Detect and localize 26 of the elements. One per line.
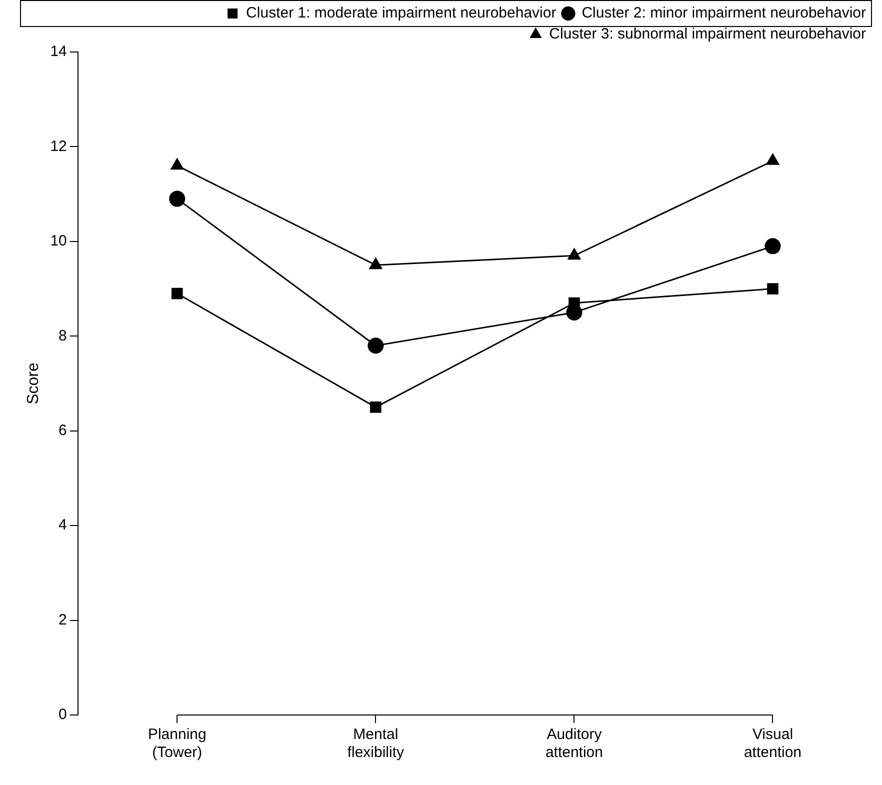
point (567, 248, 582, 260)
point (766, 152, 780, 165)
point (370, 402, 382, 413)
y-tick-label: 10 (50, 232, 67, 250)
y-tick-label: 6 (58, 422, 67, 439)
legend-label: Cluster 3: subnormal impairment neurobehavior (549, 26, 866, 43)
point (170, 158, 184, 170)
point (767, 283, 778, 294)
y-tick-label: 12 (50, 138, 67, 155)
y-tick-label: 8 (58, 327, 67, 344)
point (368, 338, 384, 354)
y-tick-label: 14 (50, 43, 67, 60)
y-tick-label: 4 (58, 516, 67, 534)
point (169, 190, 186, 207)
x-tick-label: Visual attention (744, 726, 802, 762)
x-tick-label: Planning (Tower) (148, 726, 206, 762)
point (764, 238, 781, 254)
legend-label: Cluster 2: minor impairment neurobehavior (582, 4, 866, 22)
legend-label: Cluster 1: moderate impairment neurobehavior (246, 4, 556, 22)
x-tick-label: Auditory attention (545, 726, 603, 762)
point (171, 288, 183, 300)
y-tick-label: 0 (58, 706, 67, 724)
point (368, 257, 383, 270)
x-tick-label: Mental flexibility (347, 726, 405, 762)
y-axis-title: Score (25, 362, 42, 404)
y-tick-label: 2 (58, 611, 67, 628)
